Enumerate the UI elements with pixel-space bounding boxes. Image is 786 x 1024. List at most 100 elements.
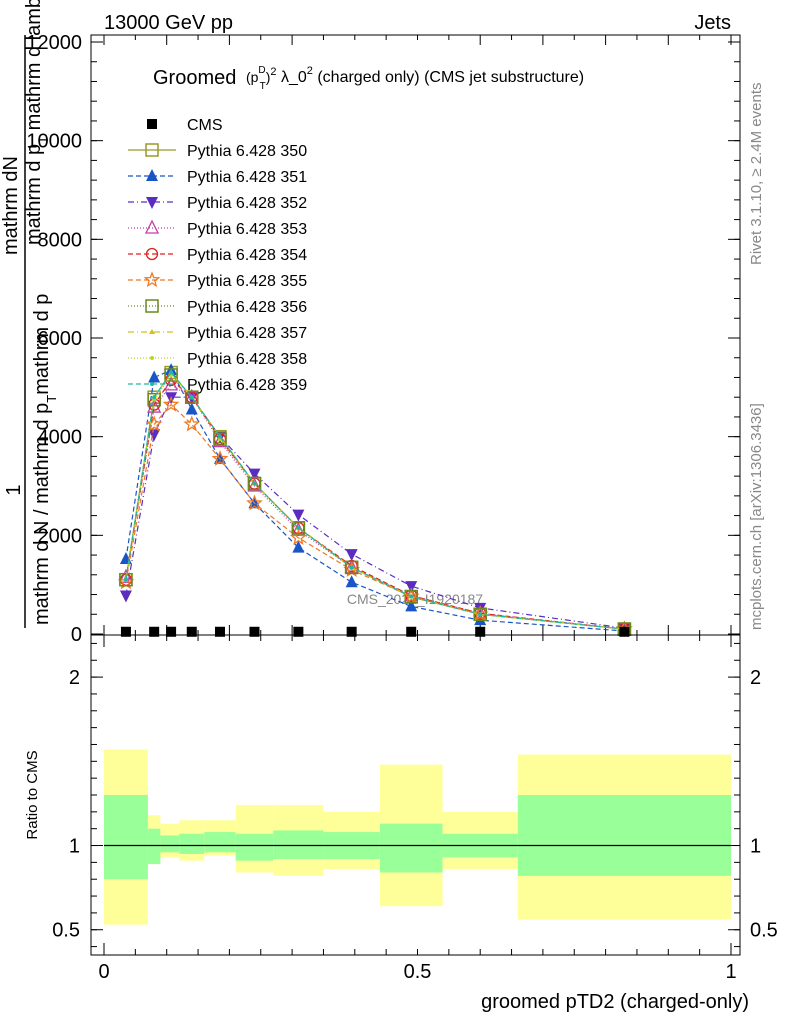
ytick-label: 10000 — [26, 131, 82, 153]
legend-label: Pythia 6.428 354 — [187, 247, 307, 264]
series-point-359 — [252, 481, 257, 486]
cms-data-point — [186, 626, 197, 637]
series-point-351 — [345, 575, 358, 588]
series-point-356 — [344, 560, 359, 575]
ratio-xtick-label: 1 — [725, 961, 736, 983]
legend-marker — [145, 247, 159, 261]
series-point-352 — [148, 429, 161, 442]
ratio-band-inner — [204, 832, 236, 853]
legend-marker-cms — [147, 119, 157, 129]
series-point-356 — [119, 572, 133, 587]
main-axis-ticks — [91, 35, 740, 635]
series-point-355 — [471, 605, 489, 622]
ratio-ytick-label-right: 0.5 — [750, 920, 778, 942]
ylabel-denom-t: T — [44, 395, 59, 403]
series-point-356 — [404, 589, 418, 604]
series-point-355 — [402, 587, 420, 604]
ratio-band-inner — [104, 795, 148, 880]
ratio-band-inner — [517, 795, 731, 876]
legend-label: Pythia 6.428 351 — [187, 169, 307, 186]
ytick-label: 4000 — [38, 427, 83, 449]
legend-marker — [143, 271, 161, 288]
ratio-ytick-label: 2 — [69, 667, 80, 689]
series-point-352 — [292, 509, 305, 522]
ratio-xtick-label: 0 — [98, 961, 109, 983]
legend-marker — [145, 143, 159, 157]
ylabel-numer-top: mathrm d — [0, 171, 22, 255]
series-point-351 — [405, 599, 418, 612]
main-ylabel: 1 mathrm dN mathrm d pT mathrm d lambda … — [0, 0, 59, 628]
legend-label: Pythia 6.428 359 — [187, 377, 307, 394]
series-point-359 — [217, 434, 222, 439]
legend: CMS Pythia 6.428 350 Pythia 6.428 351 Pythi… — [128, 117, 307, 394]
ratio-axis-ticks: 0.5 0.5 1 1 2 2 0 0.5 1 — [52, 635, 778, 983]
ylabel-numer-t: T — [36, 136, 51, 144]
legend-marker — [146, 169, 158, 181]
series-line-353 — [125, 384, 625, 630]
cms-data-point — [619, 626, 630, 637]
ratio-ytick-label: 0.5 — [52, 920, 80, 942]
main-ytick-labels: 0 2000 4000 6000 8000 10000 12000 — [26, 32, 82, 646]
ratio-ytick-label-right: 2 — [750, 667, 761, 689]
legend-label: Pythia 6.428 353 — [187, 221, 307, 238]
cms-data-point — [214, 626, 225, 637]
ratio-band-inner — [379, 823, 443, 873]
ratio-band-inner — [273, 830, 324, 859]
legend-marker — [146, 197, 158, 209]
cms-data-point — [293, 626, 304, 637]
mcplots-label: mcplots.cern.ch [arXiv:1306.3436] — [748, 403, 765, 630]
series-point-356 — [185, 390, 199, 404]
title-suffix: (charged only) (CMS jet substructure) — [313, 69, 584, 86]
series-point-356 — [147, 392, 161, 407]
series-point-359 — [409, 594, 414, 599]
series-point-359 — [189, 395, 194, 400]
series-point-356 — [291, 521, 306, 535]
series-point-353 — [247, 477, 262, 492]
series-line-352 — [125, 396, 625, 629]
series-point-352 — [345, 549, 358, 562]
plot-title: Groomed (pD T)2 λ_02 (charged only) (CMS … — [153, 65, 584, 92]
series-point-356 — [213, 432, 227, 446]
ylabel-numerator: mathrm dN — [0, 156, 22, 255]
ratio-ytick-label-right: 1 — [750, 836, 761, 858]
title-sup2: 2 — [270, 66, 276, 78]
legend-marker — [145, 299, 159, 313]
header-jets-label: Jets — [694, 12, 731, 34]
legend-label-cms: CMS — [187, 117, 223, 134]
ytick-label: 2000 — [38, 525, 83, 547]
legend-marker — [144, 219, 160, 234]
svg-text:Groomed (pDT)2 λ_02 (ch: Groomed (pD T)2 λ_02 (charged only) (CMS … — [153, 65, 584, 92]
cms-data-point — [346, 626, 357, 637]
title-sup3: 2 — [307, 65, 313, 77]
title-sub1: T — [260, 81, 266, 92]
series-point-359 — [296, 525, 301, 530]
ratio-band-inner — [235, 833, 274, 861]
legend-label: Pythia 6.428 356 — [187, 299, 307, 316]
legend-marker — [150, 382, 154, 386]
ylabel-numer-n: N — [0, 156, 22, 170]
legend-label: Pythia 6.428 350 — [187, 143, 307, 160]
series-point-356 — [473, 607, 487, 622]
legend-label: Pythia 6.428 355 — [187, 273, 307, 290]
series-point-355 — [289, 528, 307, 545]
ylabel-numer-mid: mathrm d p — [23, 144, 45, 245]
cms-data-point — [475, 626, 486, 637]
cms-data-point — [120, 626, 131, 637]
title-sup1: D — [258, 65, 265, 76]
series-point-355 — [246, 494, 263, 511]
legend-label: Pythia 6.428 357 — [187, 325, 307, 342]
ratio-band-inner — [147, 828, 161, 865]
ytick-label: 6000 — [38, 328, 83, 350]
series-point-355 — [162, 395, 180, 412]
ylabel-numer-end: mathrm d lambda — [23, 0, 45, 136]
ratio-band-inner — [160, 835, 180, 853]
header-energy-label: 13000 GeV pp — [104, 12, 233, 34]
title-mid: λ_0 — [277, 69, 307, 86]
ratio-ytick-label: 1 — [69, 836, 80, 858]
ratio-ylabel: Ratio to CMS — [24, 750, 41, 839]
ytick-label: 0 — [71, 624, 82, 646]
ratio-xlabel: groomed pTD2 (charged-only) — [481, 991, 749, 1013]
series-point-353 — [118, 568, 133, 583]
cms-data-point — [406, 626, 417, 637]
